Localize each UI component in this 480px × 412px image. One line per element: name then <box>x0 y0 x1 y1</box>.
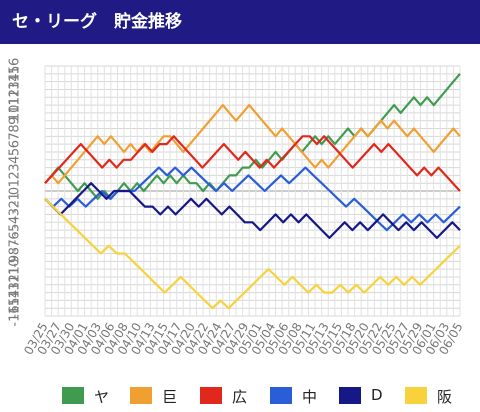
y-tick-label: -12 <box>8 274 23 295</box>
legend-swatch <box>130 387 152 404</box>
y-tick-label: -13 <box>8 282 23 303</box>
series-line-3 <box>44 166 461 232</box>
y-tick-label: 3 <box>8 163 23 171</box>
y-tick-label: -2 <box>8 200 23 213</box>
series-line-4 <box>44 182 461 239</box>
y-tick-label: 2 <box>8 171 23 179</box>
y-tick-label: -3 <box>8 208 23 221</box>
y-tick-label: -10 <box>8 259 23 280</box>
y-tick-label: -1 <box>8 192 23 205</box>
y-tick-label: -5 <box>8 224 23 237</box>
y-tick-label: 5 <box>8 148 23 156</box>
y-tick-label: 4 <box>8 156 23 164</box>
y-tick-label: 10 <box>8 105 23 122</box>
y-tick-label: -8 <box>8 247 23 260</box>
legend-label: ヤ <box>94 388 110 406</box>
legend-swatch <box>200 387 222 404</box>
legend-swatch <box>270 387 292 404</box>
y-tick-label: -6 <box>8 231 23 244</box>
y-tick-label: -14 <box>8 290 23 311</box>
legend-swatch <box>62 387 84 404</box>
legend-label: 中 <box>302 388 318 406</box>
y-tick-label: 15 <box>8 66 23 83</box>
legend-label: 広 <box>232 388 248 406</box>
y-tick-label: 7 <box>8 132 23 140</box>
y-tick-label: 13 <box>8 81 23 98</box>
series-line-1 <box>44 103 461 185</box>
y-tick-label: 11 <box>8 97 23 114</box>
y-tick-label: -15 <box>8 298 23 319</box>
savings-line-chart: 161514131211109876543210-1-2-3-4-5-6-7-8… <box>8 58 466 357</box>
series-line-2 <box>44 135 461 192</box>
y-tick-label: 9 <box>8 117 23 125</box>
y-tick-label: -9 <box>8 255 23 268</box>
y-tick-label: -7 <box>8 239 23 252</box>
legend-label: D <box>371 386 383 404</box>
y-tick-label: -11 <box>8 266 23 287</box>
y-tick-label: 6 <box>8 140 23 148</box>
page-title: セ・リーグ 貯金推移 <box>0 0 480 44</box>
y-tick-label: -16 <box>8 305 23 326</box>
legend-swatch <box>339 387 361 404</box>
legend-swatch <box>405 387 427 404</box>
chart-series <box>44 73 461 310</box>
y-tick-label: 12 <box>8 89 23 106</box>
y-tick-label: 8 <box>8 124 23 132</box>
y-tick-label: -4 <box>8 216 23 229</box>
x-axis-ticks: 03/2503/2703/3004/0104/0304/0604/0804/10… <box>21 320 465 357</box>
legend-label: 阪 <box>437 388 453 406</box>
legend-label: 巨 <box>162 388 178 406</box>
y-tick-label: 1 <box>8 179 23 187</box>
series-line-5 <box>44 198 461 310</box>
y-axis-ticks: 161514131211109876543210-1-2-3-4-5-6-7-8… <box>8 58 23 327</box>
y-tick-label: 14 <box>8 73 23 90</box>
y-tick-label: 16 <box>8 58 23 75</box>
y-tick-label: 0 <box>8 187 23 195</box>
